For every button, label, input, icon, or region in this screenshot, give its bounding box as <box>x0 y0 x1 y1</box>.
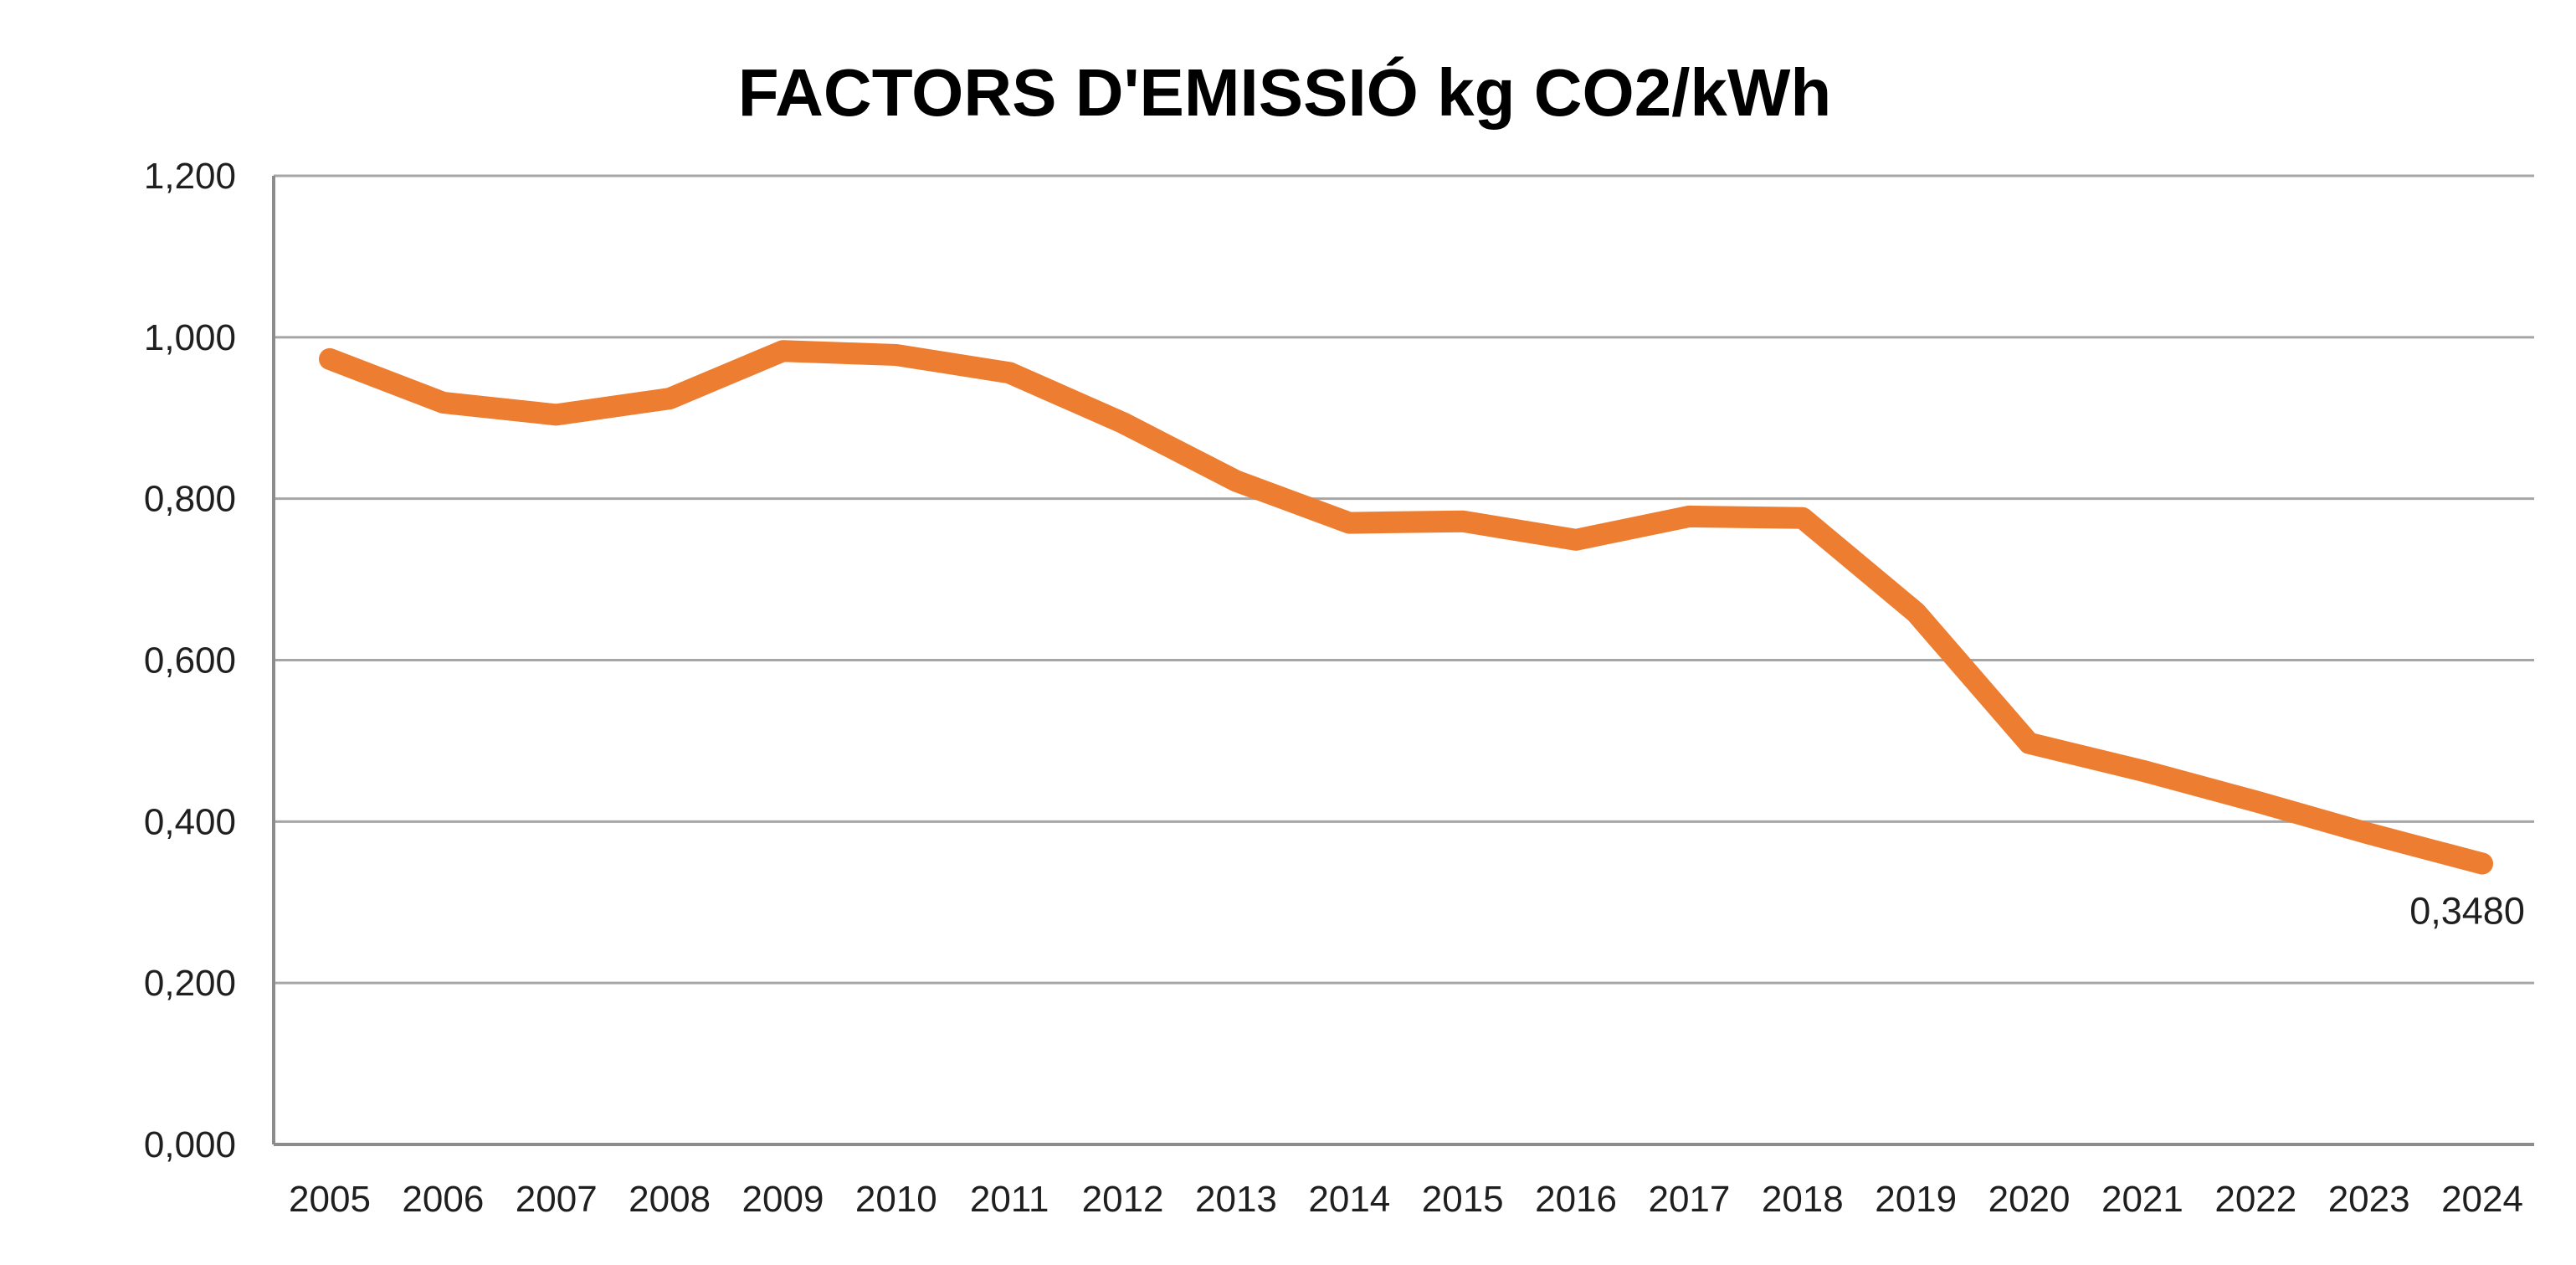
x-axis-label: 2014 <box>1308 1179 1390 1220</box>
y-tick-label: 0,600 <box>144 640 236 681</box>
y-tick-label: 0,200 <box>144 963 236 1004</box>
y-tick-label: 0,800 <box>144 479 236 520</box>
x-axis-label: 2020 <box>1988 1179 2071 1220</box>
x-axis-label: 2010 <box>855 1179 937 1220</box>
x-axis-label: 2018 <box>1762 1179 1844 1220</box>
x-axis-label: 2017 <box>1648 1179 1730 1220</box>
x-axis-label: 2013 <box>1195 1179 1277 1220</box>
x-axis-label: 2016 <box>1535 1179 1617 1220</box>
last-point-data-label: 0,3480 <box>2409 889 2525 932</box>
x-axis-label: 2012 <box>1082 1179 1164 1220</box>
y-tick-label: 1,200 <box>144 156 236 197</box>
x-axis-label: 2007 <box>516 1179 598 1220</box>
x-axis-label: 2023 <box>2328 1179 2410 1220</box>
y-tick-label: 1,000 <box>144 317 236 358</box>
x-axis-label: 2005 <box>289 1179 371 1220</box>
x-axis-label: 2021 <box>2101 1179 2183 1220</box>
emission-factor-line <box>319 340 2493 875</box>
x-axis-label: 2015 <box>1422 1179 1504 1220</box>
x-axis-label: 2024 <box>2441 1179 2523 1220</box>
y-tick-label: 0,000 <box>144 1124 236 1165</box>
x-axis-label: 2022 <box>2214 1179 2296 1220</box>
x-axis-label: 2011 <box>970 1179 1049 1220</box>
y-tick-label: 0,400 <box>144 801 236 842</box>
x-axis-label: 2019 <box>1875 1179 1957 1220</box>
x-axis-label: 2006 <box>402 1179 484 1220</box>
chart-title: FACTORS D'EMISSIÓ kg CO2/kWh <box>738 55 1832 130</box>
x-axis-label: 2008 <box>629 1179 711 1220</box>
x-axis-label: 2009 <box>742 1179 824 1220</box>
plot-area: 0,000 0,200 0,400 0,600 0,800 1,000 1,200 2005 2… <box>144 156 2534 1220</box>
